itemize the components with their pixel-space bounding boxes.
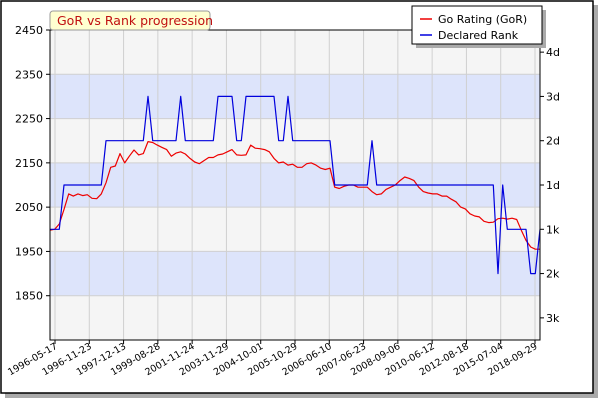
right-tick-label-3: 1d xyxy=(546,179,560,192)
right-tick-label-2: 2d xyxy=(546,135,560,148)
right-tick-label-1: 3d xyxy=(546,90,560,103)
series-line-gor xyxy=(49,141,540,250)
right-axis: 4d 3d 2d 1d 1k 2k 3k xyxy=(540,46,560,325)
series-line-rank xyxy=(50,95,541,275)
legend-box xyxy=(411,5,543,45)
left-tick-label-6: 2450 xyxy=(15,24,43,37)
left-tick-label-5: 2350 xyxy=(15,68,43,81)
legend-label-gor: Go Rating (GoR) xyxy=(438,13,527,26)
right-tick-label-4: 1k xyxy=(546,223,560,236)
series-layer xyxy=(49,95,541,275)
left-tick-label-1: 1950 xyxy=(15,245,43,258)
legend-label-rank: Declared Rank xyxy=(438,29,519,42)
right-tick-label-0: 4d xyxy=(546,46,560,59)
chart-title: GoR vs Rank progression xyxy=(57,13,213,28)
left-tick-label-2: 2050 xyxy=(15,201,43,214)
left-axis: 1850 1950 2050 2150 2250 2350 2450 xyxy=(15,24,50,303)
right-tick-label-5: 2k xyxy=(546,268,560,281)
legend: Go Rating (GoR) Declared Rank xyxy=(411,5,546,48)
left-tick-label-3: 2150 xyxy=(15,157,43,170)
title-tab: GoR vs Rank progression xyxy=(49,10,213,31)
left-tick-label-0: 1850 xyxy=(15,290,43,303)
left-tick-label-4: 2250 xyxy=(15,113,43,126)
right-tick-label-6: 3k xyxy=(546,312,560,325)
